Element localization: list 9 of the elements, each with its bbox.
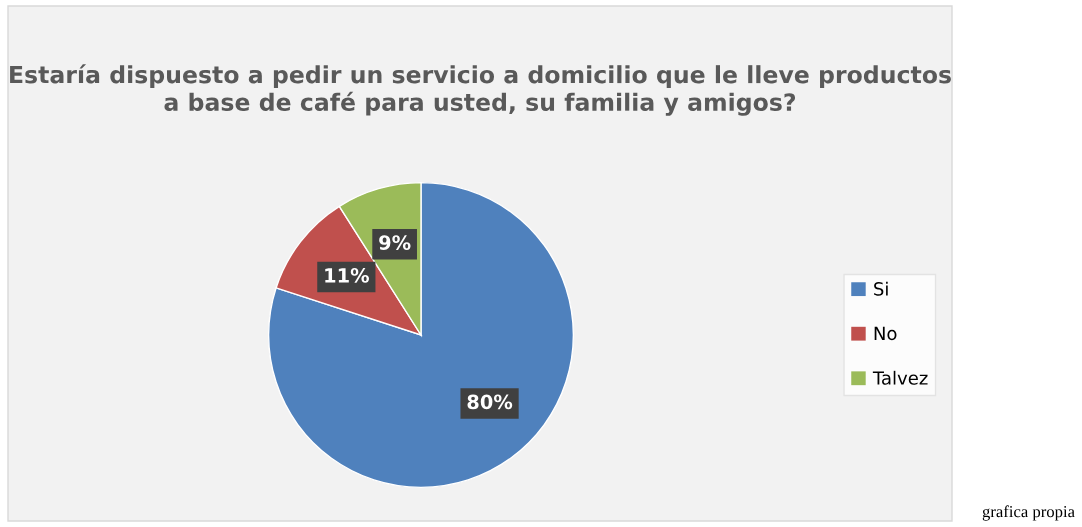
data-label: 11% — [325, 268, 369, 283]
chart-title: Estaría dispuesto a pedir un servicio a domicilio que le lleve productos a base de café para usted, su familia y amigos? — [10, 64, 951, 116]
data-label: 80% — [467, 394, 513, 410]
data-label: 9% — [379, 235, 411, 250]
legend-label: Si — [874, 281, 888, 296]
legend-label: Talvez — [872, 370, 928, 385]
pie-slice — [267, 181, 575, 489]
legend-label: No — [874, 326, 897, 341]
text: grafica propia — [982, 505, 1075, 521]
